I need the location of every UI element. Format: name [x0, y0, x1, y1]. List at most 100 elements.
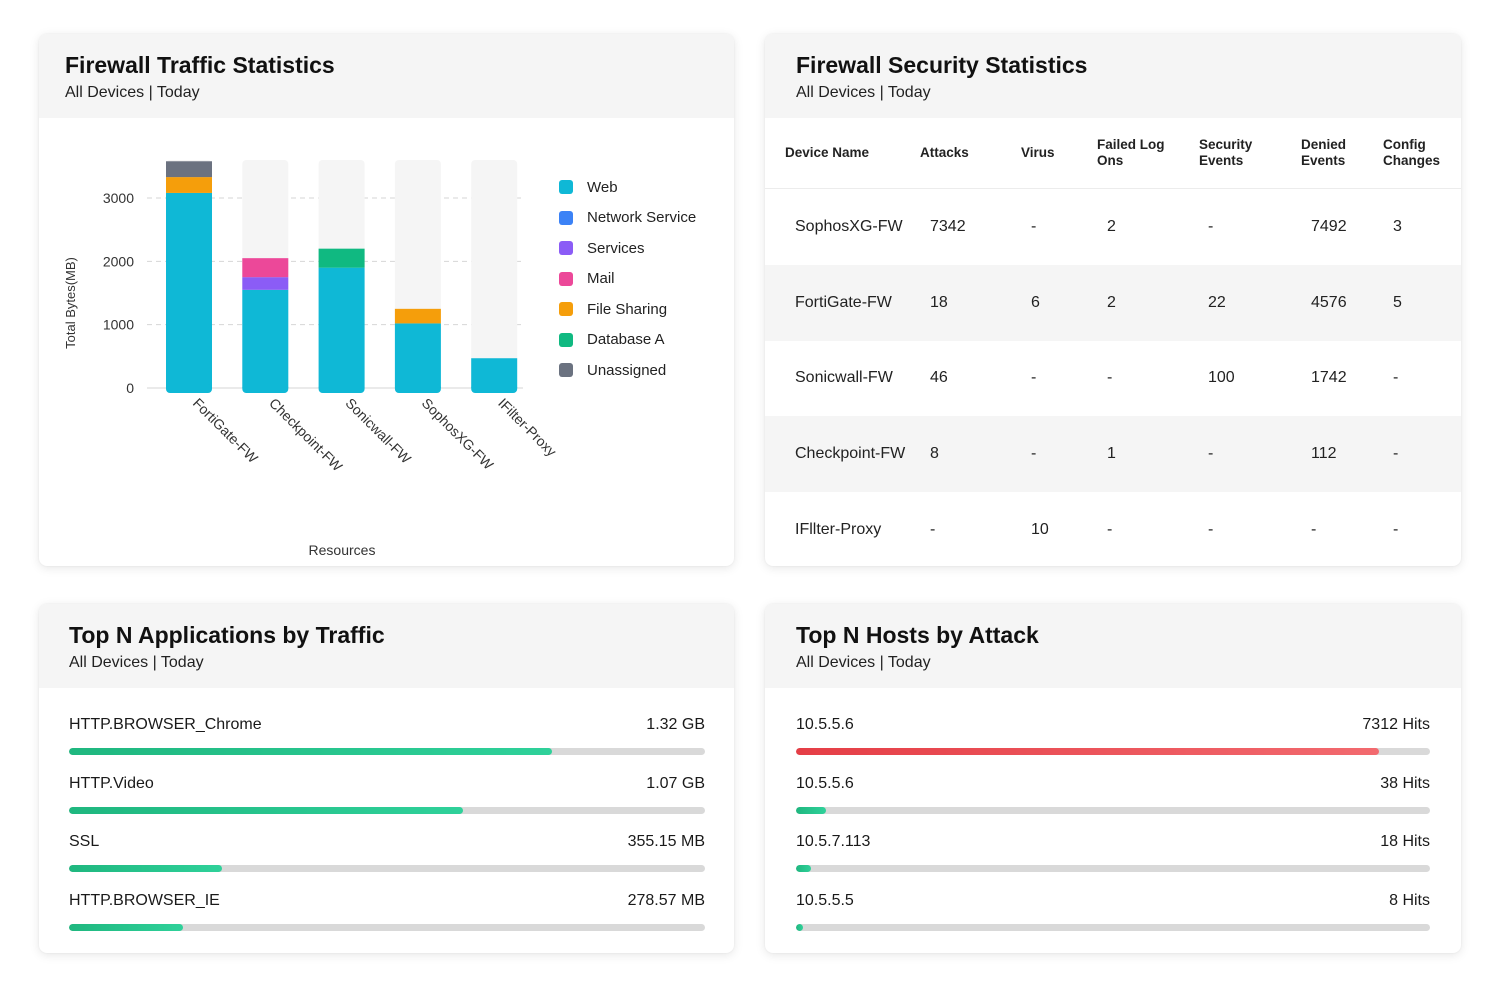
table-cell: -: [1208, 445, 1214, 463]
progress-track: [796, 923, 1430, 931]
table-cell: -: [930, 521, 936, 539]
table-row[interactable]: IFllter-Proxy - 10 - - - -: [765, 492, 1461, 566]
list-item[interactable]: HTTP.BROWSER_IE 278.57 MB: [69, 864, 705, 931]
bar-segment-services[interactable]: [242, 277, 289, 290]
list-item[interactable]: 10.5.5.5 8 Hits: [796, 864, 1430, 931]
y-axis-label: Total Bytes(MB): [63, 257, 78, 349]
table-cell: 46: [930, 369, 948, 387]
table-cell: 4576: [1311, 293, 1347, 311]
table-cell: 100: [1208, 369, 1235, 387]
progress-track: [69, 865, 705, 872]
table-cell: -: [1031, 217, 1037, 235]
list-item[interactable]: HTTP.BROWSER_Chrome 1.32 GB: [69, 688, 705, 755]
list-item[interactable]: 10.5.7.113 18 Hits: [796, 805, 1430, 872]
bar-segment-unassigned[interactable]: [166, 161, 212, 178]
table-cell: -: [1208, 521, 1214, 539]
table-header-cell[interactable]: Virus: [1021, 145, 1055, 160]
x-tick-label: FortiGate-FW: [190, 395, 262, 467]
list-item[interactable]: SSL 355.15 MB: [69, 805, 705, 872]
table-cell: FortiGate-FW: [795, 293, 892, 311]
list-item-label: 10.5.5.6: [796, 774, 854, 792]
progress-track: [796, 806, 1430, 814]
bar-segment-web[interactable]: [394, 323, 441, 388]
security-table-header: Device Name Attacks Virus Failed Log Ons Secu…: [765, 118, 1461, 189]
list-item-value: 8 Hits: [1389, 891, 1430, 909]
bar-segment-web[interactable]: [166, 192, 212, 388]
legend-swatch: [559, 363, 573, 378]
security-title: Firewall Security Statistics: [796, 52, 1088, 78]
legend-swatch: [559, 210, 573, 225]
apps-card: Top N Applications by Traffic All Device…: [39, 604, 734, 953]
apps-card-header: Top N Applications by Traffic All Device…: [39, 604, 734, 688]
progress-fill: [796, 806, 827, 814]
table-row[interactable]: Sonicwall-FW 46 - - 100 1742 -: [765, 341, 1461, 417]
bar-segment-file-sharing[interactable]: [394, 308, 441, 324]
legend-label: Mail: [587, 270, 615, 288]
table-header-cell[interactable]: Device Name: [785, 145, 870, 160]
table-header-cell[interactable]: Failed Log Ons: [1097, 137, 1165, 168]
bar-segment-web[interactable]: [318, 267, 365, 388]
list-item-value: 355.15 MB: [627, 833, 705, 850]
list-item-label: HTTP.BROWSER_Chrome: [69, 716, 262, 733]
legend-item[interactable]: Network Service: [559, 203, 696, 234]
legend-swatch: [559, 271, 573, 286]
bar-segment-web[interactable]: [242, 289, 289, 388]
table-cell: -: [1107, 369, 1113, 387]
bar-segment-database-a[interactable]: [318, 248, 365, 268]
bar-base: [394, 384, 441, 393]
x-tick-label: Sonicwall-FW: [342, 395, 414, 467]
progress-track: [69, 923, 705, 931]
legend-label: File Sharing: [587, 300, 668, 318]
list-item[interactable]: 10.5.5.6 7312 Hits: [796, 688, 1430, 755]
table-header-cell[interactable]: Attacks: [920, 145, 969, 160]
legend-item[interactable]: Web: [559, 172, 696, 203]
bar-segment-web[interactable]: [471, 358, 518, 388]
table-cell: -: [1031, 369, 1037, 387]
x-tick-label: Checkpoint-FW: [266, 395, 346, 475]
traffic-card: Firewall Traffic Statistics All Devices …: [39, 34, 734, 566]
progress-fill: [69, 865, 222, 872]
legend-item[interactable]: Unassigned: [559, 355, 696, 386]
legend-swatch: [559, 180, 573, 195]
progress-fill: [796, 748, 1380, 755]
table-cell: -: [1107, 521, 1113, 539]
table-row[interactable]: SophosXG-FW 7342 - 2 - 7492 3: [765, 189, 1461, 265]
progress-fill: [69, 806, 464, 814]
y-tick-label: 1000: [103, 317, 134, 333]
traffic-legend: Web Network Service Services Mail File Shari…: [559, 172, 696, 386]
security-card-header: Firewall Security Statistics All Devices…: [765, 34, 1461, 118]
legend-item[interactable]: Mail: [559, 264, 696, 295]
legend-item[interactable]: Database A: [559, 325, 696, 356]
apps-list: HTTP.BROWSER_Chrome 1.32 GB HTTP.Video 1.07…: [69, 688, 705, 931]
x-axis-label: Resources: [309, 542, 376, 558]
y-tick-label: 3000: [103, 190, 134, 206]
list-item[interactable]: 10.5.5.6 38 Hits: [796, 747, 1430, 814]
legend-label: Network Service: [587, 209, 697, 227]
bar-base: [318, 384, 365, 393]
progress-track: [69, 806, 705, 814]
list-item-value: 1.07 GB: [646, 774, 705, 792]
table-cell: SophosXG-FW: [795, 217, 903, 235]
table-header-cell[interactable]: Config Changes: [1383, 137, 1441, 168]
table-row[interactable]: FortiGate-FW 18 6 2 22 4576 5: [765, 264, 1461, 341]
apps-subtitle: All Devices | Today: [69, 654, 204, 671]
list-item-value: 38 Hits: [1380, 774, 1430, 792]
bar-segment-mail[interactable]: [242, 258, 289, 278]
table-cell: -: [1208, 217, 1214, 235]
security-table: Device Name Attacks Virus Failed Log Ons Secu…: [765, 118, 1461, 566]
legend-item[interactable]: File Sharing: [559, 294, 696, 325]
bar-segment-file-sharing[interactable]: [166, 177, 212, 193]
list-item-value: 18 Hits: [1380, 833, 1430, 850]
table-header-cell[interactable]: Security Events: [1199, 137, 1253, 168]
legend-item[interactable]: Services: [559, 233, 696, 264]
legend-label: Unassigned: [587, 361, 667, 379]
table-row[interactable]: Checkpoint-FW 8 - 1 - 112 -: [765, 416, 1461, 493]
table-cell: 7492: [1311, 217, 1347, 235]
progress-fill: [796, 923, 803, 931]
progress-fill: [69, 748, 553, 755]
table-header-cell[interactable]: Denied Events: [1301, 137, 1347, 168]
table-cell: 5: [1393, 293, 1402, 311]
table-cell: Checkpoint-FW: [795, 445, 906, 463]
list-item[interactable]: HTTP.Video 1.07 GB: [69, 747, 705, 814]
apps-title: Top N Applications by Traffic: [69, 622, 385, 648]
